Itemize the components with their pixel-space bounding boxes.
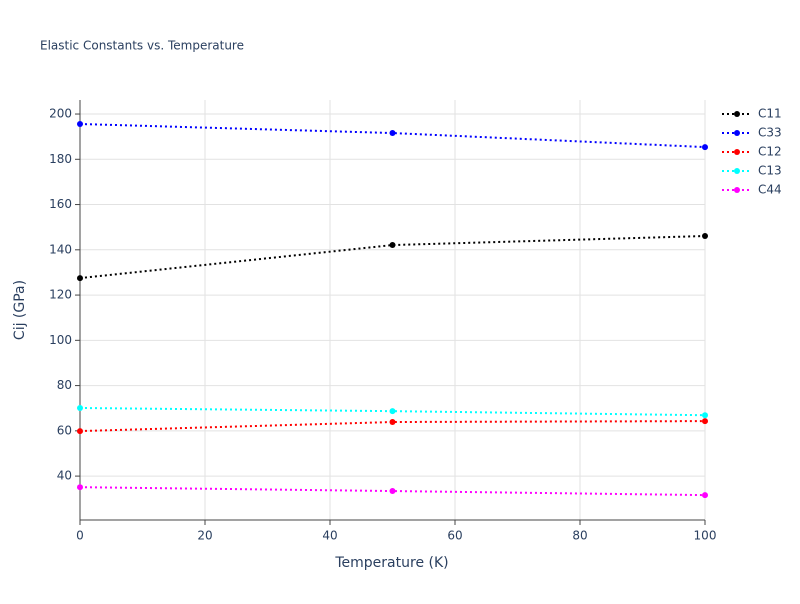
legend-marker [734, 111, 740, 117]
y-axis-label: Cij (GPa) [12, 280, 28, 340]
x-tick-label: 0 [76, 529, 84, 543]
series-line [79, 486, 706, 497]
x-axis-label: Temperature (K) [334, 555, 448, 571]
point [77, 428, 83, 435]
legend-label: C12 [758, 145, 782, 159]
point [389, 408, 396, 415]
y-tick-label: 60 [57, 423, 72, 437]
legend-label: C11 [758, 107, 782, 121]
chart-title: Elastic Constants vs. Temperature [40, 39, 244, 53]
y-tick-label: 120 [49, 288, 72, 302]
legend-label: C33 [758, 126, 782, 140]
y-tick-label: 180 [49, 152, 72, 166]
point [702, 144, 708, 151]
x-tick-label: 40 [322, 529, 337, 543]
x-tick-label: 100 [694, 529, 717, 543]
point [389, 242, 396, 249]
legend-marker [734, 187, 740, 193]
point [389, 488, 396, 495]
legend-label: C13 [758, 164, 782, 178]
point [77, 120, 83, 127]
legend-label: C44 [758, 183, 782, 197]
legend-marker [734, 168, 740, 174]
point [77, 404, 83, 411]
legend-marker [734, 149, 740, 155]
y-tick-label: 80 [57, 378, 72, 392]
series-line [79, 420, 706, 433]
series-line [79, 122, 706, 149]
y-tick-label: 200 [49, 107, 72, 121]
point [389, 130, 396, 137]
y-tick-label: 140 [49, 242, 72, 256]
x-tick-label: 60 [447, 529, 462, 543]
point [702, 418, 708, 425]
y-tick-label: 40 [57, 469, 72, 483]
y-tick-label: 100 [49, 333, 72, 347]
x-tick-label: 80 [572, 529, 587, 543]
series-line [79, 406, 706, 417]
y-tick-label: 160 [49, 197, 72, 211]
legend-marker [734, 130, 740, 136]
point [702, 233, 708, 240]
point [702, 412, 708, 419]
x-tick-label: 20 [197, 529, 212, 543]
point [702, 492, 708, 499]
point [77, 275, 83, 282]
point [389, 419, 396, 426]
point [77, 484, 83, 491]
